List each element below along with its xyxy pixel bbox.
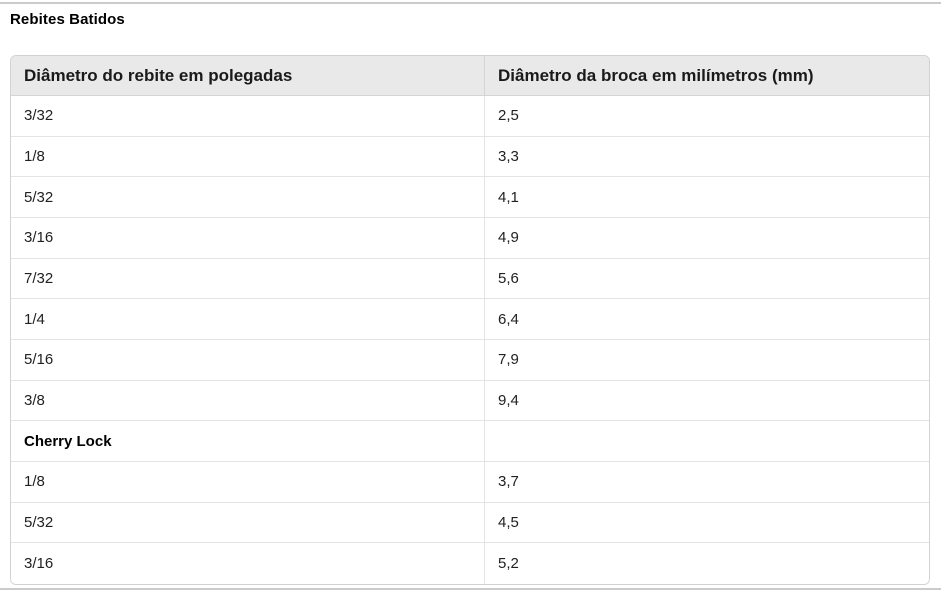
cell-drill-diameter: 4,9	[498, 229, 519, 247]
table-row: 5/32 4,1	[11, 177, 929, 218]
cell-rivet-diameter: 3/16	[11, 543, 485, 584]
table-row: 3/8 9,4	[11, 380, 929, 422]
cell-rivet-diameter: 3/16	[11, 217, 485, 258]
cell-rivet-diameter: 5/32	[11, 502, 485, 543]
cell-drill-diameter: 5,2	[498, 555, 519, 573]
table-row: 3/16 4,9	[11, 217, 929, 259]
table-row-section-subheader: Cherry Lock	[11, 421, 929, 462]
cell-drill-diameter: 3,7	[498, 473, 519, 491]
table-row: 1/4 6,4	[11, 299, 929, 340]
table-row: 5/32 4,5	[11, 502, 929, 544]
cell-rivet-diameter: 1/4	[11, 299, 485, 339]
cell-rivet-diameter: 5/16	[11, 339, 485, 380]
cell-drill-diameter: 3,3	[498, 147, 519, 165]
cell-rivet-diameter: 1/8	[11, 136, 485, 177]
table-row: 1/8 3,3	[11, 136, 929, 178]
cell-drill-diameter	[485, 421, 929, 461]
cell-drill-diameter: 5,6	[498, 269, 519, 287]
rivet-drill-table: Diâmetro do rebite em polegadas Diâmetro…	[10, 55, 930, 585]
top-divider	[0, 2, 941, 4]
table-row: 3/32 2,5	[11, 96, 929, 137]
cell-rivet-diameter: 3/8	[11, 380, 485, 421]
table-header-row: Diâmetro do rebite em polegadas Diâmetro…	[11, 56, 929, 96]
cell-drill-diameter: 2,5	[498, 107, 519, 125]
cell-rivet-diameter: 7/32	[11, 258, 485, 299]
page-title: Rebites Batidos	[10, 11, 125, 28]
cell-drill-diameter: 4,5	[498, 513, 519, 531]
table-row: 5/16 7,9	[11, 339, 929, 381]
cell-drill-diameter: 9,4	[498, 391, 519, 409]
column-header-rivet-diameter-inches: Diâmetro do rebite em polegadas	[11, 56, 485, 95]
cell-rivet-diameter: 5/32	[11, 177, 485, 217]
table-row: 3/16 5,2	[11, 543, 929, 584]
cell-drill-diameter: 7,9	[498, 351, 519, 369]
column-header-drill-diameter-mm: Diâmetro da broca em milímetros (mm)	[498, 65, 814, 85]
cell-rivet-diameter: 1/8	[11, 461, 485, 502]
cell-section-title: Cherry Lock	[11, 421, 485, 461]
cell-drill-diameter: 4,1	[498, 188, 519, 206]
bottom-divider	[0, 588, 941, 590]
table-row: 1/8 3,7	[11, 461, 929, 503]
table-row: 7/32 5,6	[11, 258, 929, 300]
cell-drill-diameter: 6,4	[498, 310, 519, 328]
cell-rivet-diameter: 3/32	[11, 96, 485, 136]
